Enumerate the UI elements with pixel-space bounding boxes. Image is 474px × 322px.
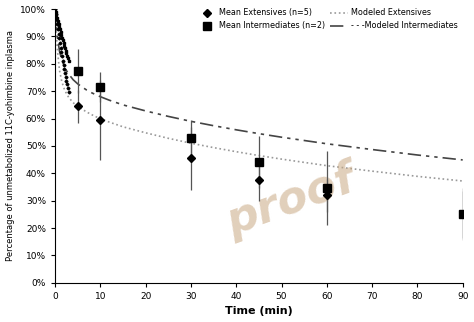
X-axis label: Time (min): Time (min) xyxy=(225,307,293,317)
Line: Modeled Extensives: Modeled Extensives xyxy=(55,9,463,181)
- - -Modeled Intermediates xyxy=(211,124,217,128)
- - -Modeled Intermediates xyxy=(460,158,465,162)
- - -Modeled Intermediates xyxy=(107,98,112,102)
- - -Modeled Intermediates xyxy=(55,34,60,38)
Modeled Extensives xyxy=(324,164,329,168)
- - -Modeled Intermediates xyxy=(279,135,284,139)
- - -Modeled Intermediates xyxy=(415,153,420,157)
Modeled Extensives xyxy=(59,80,64,83)
- - -Modeled Intermediates xyxy=(369,147,375,151)
- - -Modeled Intermediates xyxy=(84,88,90,92)
Modeled Extensives xyxy=(75,104,81,108)
Modeled Extensives xyxy=(279,157,284,161)
Y-axis label: Percentage of unmetabolized 11C-yohimbine inplasma: Percentage of unmetabolized 11C-yohimbin… xyxy=(6,31,15,261)
- - -Modeled Intermediates xyxy=(143,109,148,113)
- - -Modeled Intermediates xyxy=(75,82,81,86)
Modeled Extensives xyxy=(52,7,58,11)
Line: - - -Modeled Intermediates: - - -Modeled Intermediates xyxy=(55,9,463,160)
Modeled Extensives xyxy=(415,175,420,178)
Modeled Extensives xyxy=(64,91,69,95)
- - -Modeled Intermediates xyxy=(59,58,64,62)
Modeled Extensives xyxy=(55,47,60,51)
Modeled Extensives xyxy=(460,179,465,183)
Modeled Extensives xyxy=(165,136,171,140)
- - -Modeled Intermediates xyxy=(61,64,67,68)
- - -Modeled Intermediates xyxy=(70,78,76,82)
- - -Modeled Intermediates xyxy=(188,119,194,123)
Modeled Extensives xyxy=(120,125,126,129)
- - -Modeled Intermediates xyxy=(89,90,94,94)
- - -Modeled Intermediates xyxy=(66,72,72,76)
Modeled Extensives xyxy=(256,154,262,157)
Modeled Extensives xyxy=(57,69,63,72)
- - -Modeled Intermediates xyxy=(256,132,262,136)
Modeled Extensives xyxy=(61,87,67,90)
Modeled Extensives xyxy=(188,141,194,145)
Modeled Extensives xyxy=(107,120,112,124)
- - -Modeled Intermediates xyxy=(324,142,329,146)
Modeled Extensives xyxy=(84,110,90,114)
- - -Modeled Intermediates xyxy=(64,69,69,72)
Modeled Extensives xyxy=(93,115,99,118)
- - -Modeled Intermediates xyxy=(233,128,239,132)
Modeled Extensives xyxy=(89,112,94,116)
Legend: Mean Extensives (n=5), Mean Intermediates (n=2), Modeled Extensives, - - -Modele: Mean Extensives (n=5), Mean Intermediate… xyxy=(195,5,461,34)
Modeled Extensives xyxy=(70,101,76,105)
- - -Modeled Intermediates xyxy=(98,95,103,99)
Text: proof: proof xyxy=(221,157,362,244)
Modeled Extensives xyxy=(98,117,103,120)
Modeled Extensives xyxy=(211,146,217,149)
- - -Modeled Intermediates xyxy=(93,93,99,97)
Modeled Extensives xyxy=(301,160,307,164)
Modeled Extensives xyxy=(233,150,239,154)
Modeled Extensives xyxy=(143,131,148,135)
- - -Modeled Intermediates xyxy=(52,7,58,11)
Modeled Extensives xyxy=(66,95,72,99)
- - -Modeled Intermediates xyxy=(301,138,307,142)
- - -Modeled Intermediates xyxy=(120,103,126,107)
Modeled Extensives xyxy=(79,107,85,111)
- - -Modeled Intermediates xyxy=(79,85,85,89)
Modeled Extensives xyxy=(369,169,375,173)
- - -Modeled Intermediates xyxy=(165,114,171,118)
- - -Modeled Intermediates xyxy=(57,50,63,53)
